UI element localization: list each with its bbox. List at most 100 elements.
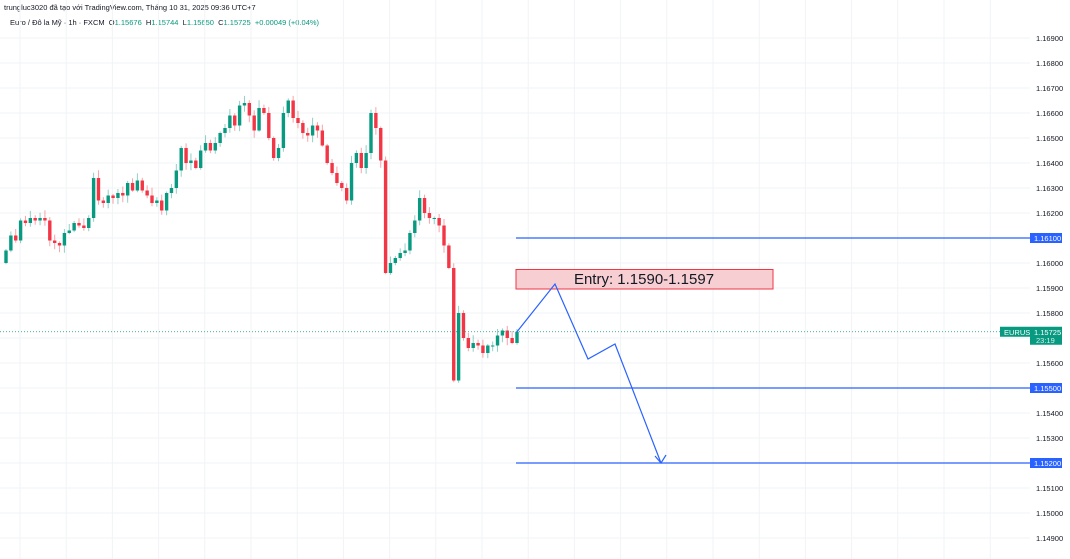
candle-body (174, 170, 179, 188)
candle-body (106, 195, 110, 203)
candle-body (398, 253, 402, 258)
candle-body (111, 195, 115, 198)
candle-body (276, 148, 281, 158)
candle-body (369, 113, 373, 153)
candle-body (48, 220, 52, 241)
candle-body (33, 218, 37, 221)
candle-body (4, 250, 8, 263)
candle-body (179, 148, 183, 171)
level-price-badge (1030, 383, 1062, 393)
candle-body (160, 200, 164, 211)
candle-body (432, 218, 436, 219)
arrow-head-icon (654, 454, 667, 465)
candle-body (413, 220, 417, 233)
candle-body (340, 183, 344, 188)
candle-body (500, 330, 505, 336)
candle-body (471, 343, 475, 348)
y-tick-label: 1.16800 (1036, 59, 1063, 68)
y-tick-label: 1.16900 (1036, 34, 1063, 43)
candle-body (140, 180, 144, 191)
candle-body (237, 105, 242, 126)
high-value: 1.15744 (151, 18, 179, 27)
candle-body (403, 250, 407, 253)
candle-body (82, 225, 86, 228)
candle-body (145, 190, 149, 196)
y-tick-label: 1.16000 (1036, 259, 1063, 268)
candle-body (296, 118, 300, 123)
candle-body (257, 108, 261, 131)
candle-body (77, 223, 81, 226)
current-price-label: 1.15725 (1034, 328, 1061, 337)
candle-body (198, 150, 203, 168)
y-tick-label: 1.15800 (1036, 309, 1063, 318)
candle-body (490, 345, 495, 347)
candle-body (330, 163, 334, 173)
entry-zone-box[interactable] (515, 269, 774, 290)
close-value: 1.15725 (223, 18, 251, 27)
change-value: +0.00049 (+0.04%) (254, 18, 320, 27)
candle-body (349, 163, 354, 201)
y-tick-label: 1.16400 (1036, 159, 1063, 168)
candle-body (43, 218, 47, 221)
candle-body (14, 235, 18, 241)
candle-body (150, 195, 154, 203)
candle-body (242, 103, 247, 106)
level-price-label: 1.16100 (1034, 234, 1061, 243)
candle-body (291, 100, 295, 118)
candle-body (130, 183, 135, 191)
candle-body (125, 183, 130, 196)
symbol-name[interactable]: Euro / Đô la Mỹ · 1h · FXCM (10, 18, 105, 27)
candle-body (374, 113, 378, 128)
current-price-badge (1030, 326, 1062, 345)
candle-body (218, 133, 222, 143)
candle-body (57, 243, 62, 246)
candle-body (252, 115, 256, 131)
candle-body (481, 345, 485, 353)
candle-body (335, 173, 339, 183)
close-label: C (218, 18, 224, 27)
level-price-label: 1.15200 (1034, 459, 1061, 468)
symbol-badge-label: EURUSD (1004, 328, 1036, 337)
candle-body (505, 330, 509, 338)
y-tick-label: 1.15000 (1036, 509, 1063, 518)
candle-body (286, 100, 290, 113)
y-tick-label: 1.15600 (1036, 359, 1063, 368)
candle-body (223, 128, 227, 133)
candle-body (379, 128, 383, 161)
y-tick-label: 1.16700 (1036, 84, 1063, 93)
candle-body (62, 233, 67, 246)
candle-body (189, 160, 193, 163)
candle-body (194, 160, 198, 168)
low-label: L (182, 18, 187, 27)
candle-body (452, 268, 456, 381)
candle-body (155, 200, 159, 203)
candle-body (91, 178, 96, 218)
projection-path[interactable] (516, 282, 662, 464)
candle-body (476, 343, 480, 346)
level-price-label: 1.15500 (1034, 384, 1061, 393)
candle-body (135, 180, 140, 191)
candle-body (267, 113, 271, 138)
candle-body (306, 133, 310, 136)
candle-body (427, 213, 432, 218)
candle-body (417, 198, 422, 221)
y-tick-label: 1.15900 (1036, 284, 1063, 293)
y-tick-label: 1.15400 (1036, 409, 1063, 418)
level-price-badge (1030, 233, 1062, 243)
y-tick-label: 1.14900 (1036, 534, 1063, 543)
symbol-legend: Euro / Đô la Mỹ · 1h · FXCM O1.15676 H1.… (10, 18, 319, 27)
candle-body (447, 245, 451, 268)
candle-body (164, 193, 169, 211)
candle-body (116, 193, 120, 198)
candle-body (456, 313, 461, 381)
high-label: H (145, 18, 152, 27)
candle-body (96, 178, 101, 201)
candle-body (495, 335, 500, 346)
candle-body (325, 145, 329, 163)
candle-body (52, 240, 57, 243)
candle-body (408, 233, 412, 251)
candle-body (486, 345, 490, 353)
candle-body (228, 115, 232, 128)
candle-body (169, 188, 174, 193)
